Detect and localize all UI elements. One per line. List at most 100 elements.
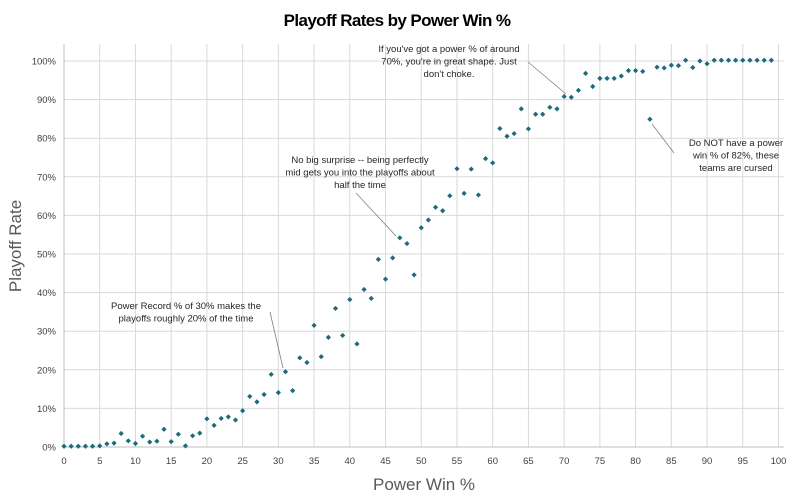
data-point [754,57,760,63]
data-point [75,443,81,449]
data-point [318,354,324,360]
data-point [425,217,431,223]
data-point [382,276,389,282]
y-tick-label: 10% [37,404,57,415]
data-point [132,440,139,447]
data-point [733,57,739,63]
annotation-line: teams are cursed [699,163,772,174]
y-tick-label: 0% [42,443,56,454]
data-point [718,57,724,63]
annotation-line: Power Record % of 30% makes the [111,301,261,312]
data-point [247,393,253,400]
data-point [511,130,517,137]
data-point [568,94,574,100]
data-point [390,255,396,261]
annotation-line: half the time [334,180,386,191]
data-point [711,57,717,63]
annotation-leader-line [527,61,567,95]
x-tick-label: 50 [416,456,427,467]
data-point [447,193,453,199]
y-tick-labels: 0% 10% 20% 30% 40% 50% 60% 70% 80% 90% 100% [32,57,57,454]
data-point [68,443,74,449]
data-point [575,87,582,93]
x-tick-label: 25 [237,456,248,467]
y-tick-label: 90% [37,95,57,106]
data-point [361,286,367,293]
data-point [190,433,196,439]
data-point [268,371,274,378]
x-tick-label: 5 [97,456,102,467]
y-tick-label: 40% [37,288,57,299]
x-tick-label: 80 [630,456,641,467]
data-point [297,355,303,361]
data-point [683,57,689,63]
data-points [61,57,774,449]
data-point [175,431,181,437]
x-tick-label: 15 [166,456,177,467]
data-point [547,104,553,110]
x-axis-label: Power Win % [373,475,475,494]
data-point [397,235,403,241]
data-point [475,192,482,198]
x-tick-label: 70 [559,456,570,467]
data-point [218,415,224,422]
data-point [697,58,703,64]
data-point [282,369,289,375]
data-point [125,438,131,444]
data-point [161,426,167,432]
annotation-line: No big surprise -- being perfectly [291,155,429,166]
data-point [82,443,89,449]
data-point [290,388,296,394]
x-tick-label: 100 [771,456,787,467]
data-point [725,57,732,63]
data-point [340,332,346,339]
annotation-text: Power Record % of 30% makes the playoffs … [111,301,261,325]
data-point [647,116,653,122]
y-tick-label: 100% [32,57,57,68]
data-point [232,417,239,423]
data-point [554,106,560,112]
data-point [61,443,67,449]
x-tick-label: 95 [737,456,748,467]
data-point [454,166,460,172]
y-tick-label: 30% [37,327,57,338]
data-point [518,106,524,112]
data-point [325,334,331,340]
data-point [118,430,124,437]
data-point [468,166,474,172]
data-point [111,440,117,446]
y-axis-label: Playoff Rate [6,200,25,292]
data-point [254,399,260,405]
x-tick-label: 30 [273,456,284,467]
data-point [740,57,746,63]
data-point [154,438,160,444]
data-point [625,68,632,74]
data-point [411,272,417,278]
data-point [204,416,210,422]
data-point [354,341,360,347]
x-tick-label: 90 [702,456,713,467]
data-point [597,75,603,81]
annotation-leader-line [651,123,675,154]
y-tick-label: 80% [37,134,57,145]
x-tick-label: 60 [487,456,498,467]
y-tick-label: 70% [37,172,57,183]
x-tick-label: 10 [130,456,141,467]
annotation-line: don't choke. [424,69,475,80]
annotation-text: No big surprise -- being perfectly mid ge… [285,155,435,191]
data-point [418,225,424,231]
annotation-leader-line [269,311,284,369]
x-tick-label: 85 [666,456,677,467]
data-point [261,391,267,398]
data-point [404,240,410,247]
data-point [139,433,146,439]
data-point [540,111,546,117]
data-point [690,64,696,71]
data-point [768,57,774,63]
data-point [240,408,246,414]
annotation-text: Do NOT have a power win % of 82%, these te… [689,138,783,174]
data-point [490,160,496,166]
data-point [525,126,532,132]
data-point [497,125,503,132]
